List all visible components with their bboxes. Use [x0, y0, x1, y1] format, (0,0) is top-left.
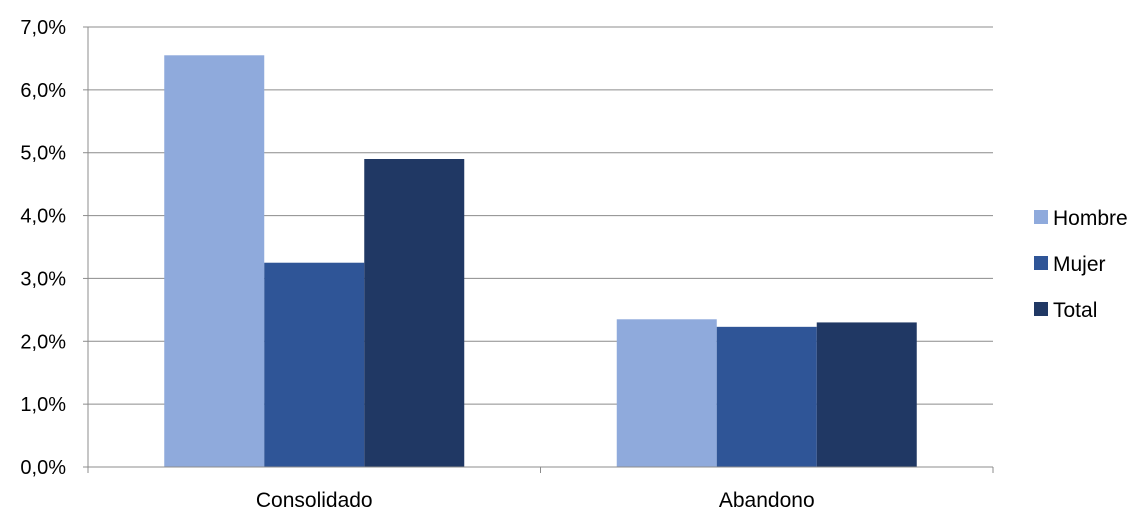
y-tick-label: 5,0%	[20, 143, 66, 165]
legend-swatch-mujer	[1034, 256, 1048, 270]
y-tick-label: 3,0%	[20, 268, 66, 290]
y-tick-label: 6,0%	[20, 80, 66, 102]
legend: Hombre Mujer Total	[1034, 207, 1128, 322]
x-category-label: Consolidado	[256, 489, 373, 508]
y-tick-label: 1,0%	[20, 394, 66, 416]
y-tick-label: 7,0%	[20, 17, 66, 39]
bar-total-abandono	[816, 322, 917, 467]
bar-total-consolidado	[364, 159, 465, 467]
legend-label-mujer: Mujer	[1053, 253, 1106, 276]
bar-mujer-abandono	[716, 326, 817, 467]
bar-mujer-consolidado	[264, 262, 365, 467]
bar-hombre-abandono	[616, 319, 717, 467]
y-tick-label: 4,0%	[20, 206, 66, 228]
y-tick-label: 2,0%	[20, 331, 66, 353]
axes: 0,0% 1,0% 2,0% 3,0% 4,0% 5,0% 6,0% 7,0% Consolid…	[20, 17, 994, 512]
legend-swatch-hombre	[1034, 210, 1048, 224]
bars	[164, 55, 917, 468]
legend-swatch-total	[1034, 302, 1048, 316]
x-category-label: Abandono	[719, 489, 815, 508]
y-tick-label: 0,0%	[20, 457, 66, 479]
legend-label-hombre: Hombre	[1053, 207, 1128, 230]
bar-hombre-consolidado	[164, 55, 265, 468]
legend-label-total: Total	[1053, 299, 1097, 322]
